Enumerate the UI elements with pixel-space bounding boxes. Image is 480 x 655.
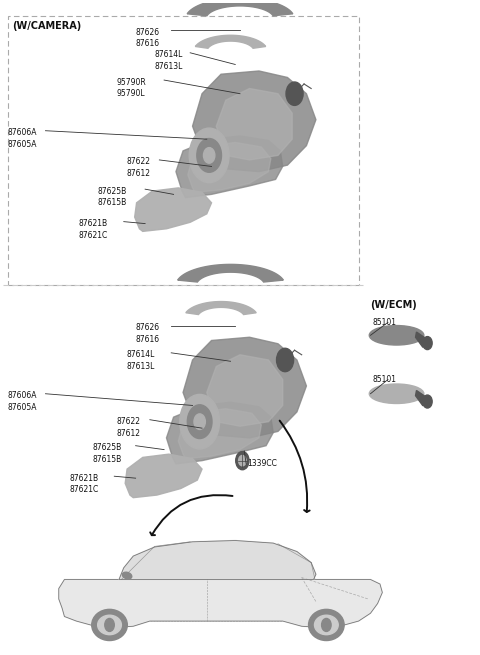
Polygon shape bbox=[192, 71, 316, 172]
Polygon shape bbox=[416, 390, 427, 405]
Polygon shape bbox=[207, 355, 283, 426]
Text: 87613L: 87613L bbox=[155, 62, 183, 71]
Text: 87622: 87622 bbox=[126, 157, 150, 166]
Text: 87613L: 87613L bbox=[126, 362, 155, 371]
Ellipse shape bbox=[97, 615, 121, 635]
Polygon shape bbox=[183, 337, 306, 438]
Text: 95790L: 95790L bbox=[117, 89, 145, 98]
Circle shape bbox=[276, 348, 294, 371]
Circle shape bbox=[204, 147, 215, 163]
Text: (W/CAMERA): (W/CAMERA) bbox=[12, 20, 82, 31]
Text: 87616: 87616 bbox=[136, 39, 160, 48]
Text: 87605A: 87605A bbox=[8, 140, 37, 149]
Polygon shape bbox=[179, 409, 261, 458]
Polygon shape bbox=[416, 332, 427, 347]
Text: 87614L: 87614L bbox=[155, 50, 183, 59]
Circle shape bbox=[197, 138, 221, 172]
Polygon shape bbox=[187, 0, 293, 16]
Circle shape bbox=[286, 82, 303, 105]
Text: 87621C: 87621C bbox=[79, 231, 108, 240]
Circle shape bbox=[105, 618, 114, 631]
Polygon shape bbox=[125, 454, 202, 498]
Text: 87626: 87626 bbox=[136, 28, 160, 37]
Circle shape bbox=[187, 405, 212, 439]
Ellipse shape bbox=[309, 609, 344, 641]
Text: 85101: 85101 bbox=[373, 318, 397, 327]
Text: 87606A: 87606A bbox=[8, 391, 37, 400]
Text: 87626: 87626 bbox=[136, 323, 160, 332]
Text: 1339CC: 1339CC bbox=[247, 459, 277, 468]
Polygon shape bbox=[135, 188, 212, 231]
Text: 87612: 87612 bbox=[126, 169, 150, 178]
Text: 87621B: 87621B bbox=[69, 474, 98, 483]
Text: 87616: 87616 bbox=[136, 335, 160, 344]
Polygon shape bbox=[188, 142, 271, 193]
Ellipse shape bbox=[122, 572, 132, 579]
Polygon shape bbox=[119, 540, 316, 580]
Ellipse shape bbox=[314, 615, 338, 635]
Circle shape bbox=[236, 451, 249, 470]
Text: 87621B: 87621B bbox=[79, 219, 108, 228]
Circle shape bbox=[194, 414, 205, 430]
Text: 87605A: 87605A bbox=[8, 403, 37, 412]
Text: 87614L: 87614L bbox=[126, 350, 155, 360]
Text: 95790R: 95790R bbox=[117, 77, 146, 86]
Ellipse shape bbox=[92, 609, 127, 641]
Ellipse shape bbox=[369, 326, 424, 345]
Polygon shape bbox=[59, 580, 383, 627]
Text: 87615B: 87615B bbox=[93, 455, 122, 464]
Circle shape bbox=[180, 394, 219, 449]
Text: 85101: 85101 bbox=[373, 375, 397, 384]
Text: 87625B: 87625B bbox=[93, 443, 122, 452]
Text: 87621C: 87621C bbox=[69, 485, 98, 495]
Text: 87625B: 87625B bbox=[97, 187, 127, 196]
Text: (W/ECM): (W/ECM) bbox=[371, 300, 417, 310]
Polygon shape bbox=[216, 88, 292, 160]
Circle shape bbox=[189, 128, 229, 183]
Text: 87615B: 87615B bbox=[97, 198, 127, 207]
Circle shape bbox=[322, 618, 331, 631]
Polygon shape bbox=[167, 402, 273, 464]
Polygon shape bbox=[195, 35, 266, 48]
Text: 87622: 87622 bbox=[117, 417, 141, 426]
Circle shape bbox=[423, 337, 432, 350]
Polygon shape bbox=[186, 301, 256, 314]
Polygon shape bbox=[176, 136, 283, 198]
Text: 87606A: 87606A bbox=[8, 128, 37, 137]
Text: 87612: 87612 bbox=[117, 429, 141, 438]
Circle shape bbox=[423, 395, 432, 408]
Circle shape bbox=[239, 455, 246, 466]
Polygon shape bbox=[178, 265, 283, 282]
Ellipse shape bbox=[369, 384, 424, 403]
